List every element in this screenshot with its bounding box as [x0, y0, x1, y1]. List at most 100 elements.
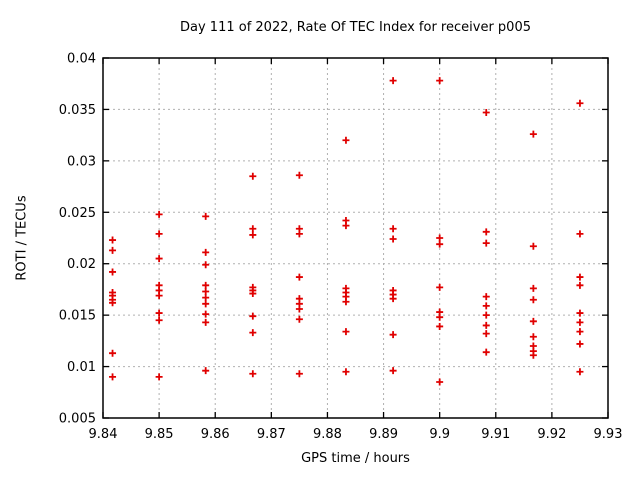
data-point-marker	[109, 373, 117, 381]
data-point-marker	[576, 318, 584, 326]
data-point-marker	[249, 312, 257, 320]
data-point-marker	[529, 333, 537, 341]
y-tick-label: 0.02	[67, 257, 96, 272]
data-point-marker	[109, 246, 117, 254]
data-point-marker	[436, 378, 444, 386]
data-point-marker	[295, 370, 303, 378]
data-point-marker	[576, 230, 584, 238]
y-tick-label: 0.035	[59, 103, 96, 118]
x-tick-label: 9.89	[369, 427, 398, 442]
data-point-marker	[109, 236, 117, 244]
data-point-marker	[529, 317, 537, 325]
data-point-marker	[202, 318, 210, 326]
y-tick-label: 0.005	[59, 412, 96, 427]
y-tick-label: 0.01	[67, 360, 96, 375]
data-point-marker	[202, 287, 210, 295]
data-point-marker	[249, 225, 257, 233]
data-point-marker	[342, 368, 350, 376]
data-point-marker	[436, 234, 444, 242]
data-point-marker	[295, 273, 303, 281]
y-tick-label: 0.04	[67, 52, 96, 67]
y-tick-label: 0.025	[59, 206, 96, 221]
data-point-marker	[155, 292, 163, 300]
chart-title: Day 111 of 2022, Rate Of TEC Index for r…	[180, 20, 531, 35]
data-point-marker	[482, 302, 490, 310]
data-point-marker	[482, 321, 490, 329]
x-tick-label: 9.91	[481, 427, 510, 442]
x-tick-label: 9.84	[89, 427, 118, 442]
data-point-marker	[155, 309, 163, 317]
data-point-marker	[482, 293, 490, 301]
x-tick-label: 9.85	[145, 427, 174, 442]
data-point-marker	[576, 273, 584, 281]
data-point-marker	[342, 136, 350, 144]
data-point-marker	[389, 367, 397, 375]
data-point-marker	[576, 340, 584, 348]
x-tick-label: 9.86	[201, 427, 230, 442]
data-point-marker	[529, 284, 537, 292]
data-point-marker	[482, 228, 490, 236]
data-point-marker	[202, 310, 210, 318]
data-point-marker	[576, 328, 584, 336]
data-point-marker	[389, 295, 397, 303]
x-tick-label: 9.9	[429, 427, 450, 442]
data-point-marker	[342, 328, 350, 336]
x-tick-label: 9.93	[594, 427, 623, 442]
data-point-marker	[576, 368, 584, 376]
data-point-marker	[109, 268, 117, 276]
data-point-marker	[342, 222, 350, 230]
data-point-marker	[576, 281, 584, 289]
data-point-marker	[529, 296, 537, 304]
data-point-marker	[436, 313, 444, 321]
data-point-marker	[202, 300, 210, 308]
data-point-marker	[202, 281, 210, 289]
data-point-marker	[482, 348, 490, 356]
data-point-marker	[249, 329, 257, 337]
x-tick-label: 9.88	[313, 427, 342, 442]
data-point-marker	[109, 349, 117, 357]
data-point-marker	[295, 305, 303, 313]
data-point-marker	[202, 248, 210, 256]
data-point-marker	[436, 240, 444, 248]
data-point-marker	[482, 109, 490, 117]
data-point-marker	[155, 210, 163, 218]
data-point-marker	[529, 242, 537, 250]
data-point-marker	[155, 230, 163, 238]
data-point-marker	[295, 230, 303, 238]
data-point-marker	[436, 77, 444, 85]
data-point-marker	[202, 367, 210, 375]
plot-frame	[102, 57, 609, 419]
data-point-marker	[202, 261, 210, 269]
data-point-marker	[202, 294, 210, 302]
data-point-marker	[529, 351, 537, 359]
data-point-marker	[389, 225, 397, 233]
x-tick-label: 9.87	[257, 427, 286, 442]
data-point-marker	[529, 130, 537, 138]
data-point-marker	[155, 316, 163, 324]
x-tick-label: 9.92	[537, 427, 566, 442]
data-point-marker	[389, 77, 397, 85]
x-axis-label: GPS time / hours	[301, 451, 410, 466]
data-point-marker	[342, 298, 350, 306]
data-point-marker	[389, 235, 397, 243]
data-point-marker	[109, 299, 117, 307]
data-point-marker	[249, 231, 257, 239]
data-point-marker	[155, 373, 163, 381]
data-point-marker	[155, 255, 163, 263]
data-point-marker	[436, 322, 444, 330]
data-point-marker	[249, 172, 257, 180]
data-point-marker	[389, 331, 397, 339]
data-point-marker	[249, 290, 257, 298]
data-point-marker	[202, 212, 210, 220]
y-tick-label: 0.015	[59, 309, 96, 324]
data-point-marker	[249, 370, 257, 378]
data-point-marker	[482, 311, 490, 319]
data-point-marker	[576, 309, 584, 317]
y-tick-label: 0.03	[67, 154, 96, 169]
data-point-marker	[482, 330, 490, 338]
data-point-marker	[295, 315, 303, 323]
data-point-marker	[295, 171, 303, 179]
data-point-marker	[482, 239, 490, 247]
